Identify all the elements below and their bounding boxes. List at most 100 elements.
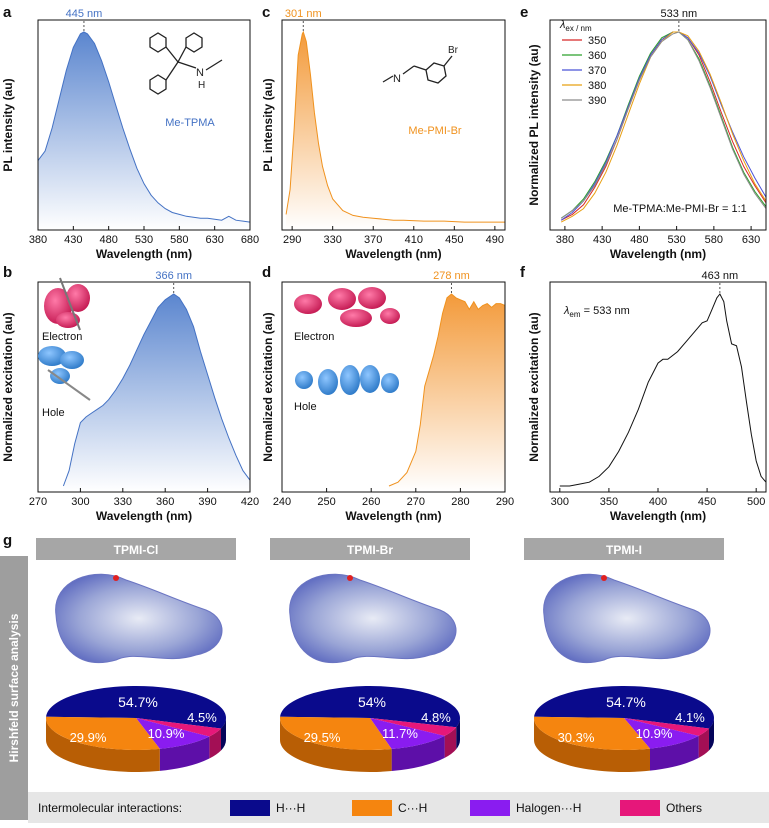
panel-letter-c: c xyxy=(262,4,270,21)
plot-frame-d xyxy=(281,281,506,493)
x-tick-label-d-280: 280 xyxy=(451,496,469,508)
y-axis-label-d: Normalized excitation (au) xyxy=(261,312,275,461)
x-tick-label-a-380: 380 xyxy=(29,234,47,246)
legend-title-g: Intermolecular interactions: xyxy=(38,801,182,815)
y-axis-label-b: Normalized excitation (au) xyxy=(1,312,15,461)
hirshfeld-contact-spot-1 xyxy=(347,575,353,581)
legend-title-text: ex / nm xyxy=(565,24,592,33)
legend-label-g-1: C···H xyxy=(398,801,427,815)
area-line-b xyxy=(62,293,251,487)
peak-label-a: 445 nm xyxy=(66,8,103,20)
pie-label-others-0: 4.5% xyxy=(187,710,217,725)
panel-letter-e: e xyxy=(520,4,528,21)
legend-title-symbol: λ xyxy=(559,19,565,31)
hirshfeld-title-1: TPMI-Br xyxy=(347,543,393,557)
y-axis-label-a: PL intensity (au) xyxy=(1,78,15,171)
x-tick-label-b-330: 330 xyxy=(114,496,132,508)
plot-frame-e xyxy=(549,19,767,231)
peak-label-b: 366 nm xyxy=(155,270,192,282)
pie-label-xh-2: 10.9% xyxy=(636,726,673,741)
annotation-f-symbol: λ xyxy=(563,305,569,317)
pie-label-ch-1: 29.5% xyxy=(304,730,341,745)
x-tick-label-e-580: 580 xyxy=(705,234,723,246)
area-line-a xyxy=(37,31,251,223)
electron-orbital-image-d xyxy=(294,287,400,327)
pie-label-ch-0: 29.9% xyxy=(70,730,107,745)
hirshfeld-title-0: TPMI-Cl xyxy=(114,543,159,557)
pie-slice-0-others xyxy=(136,718,221,737)
me-tpma-structure-h-text: H xyxy=(198,80,205,91)
x-tick-label-c-290: 290 xyxy=(283,234,301,246)
me-pmi-br-structure-br-text: Br xyxy=(448,45,459,56)
panel-letter-b: b xyxy=(3,264,12,281)
peak-label-c: 301 nm xyxy=(285,8,322,20)
area-fill-b xyxy=(63,294,251,492)
legend-label-g-0: H···H xyxy=(276,801,305,815)
area-fill-d xyxy=(389,294,505,492)
x-axis-label-a: Wavelength (nm) xyxy=(96,247,192,261)
x-axis-label-d: Wavelength (nm) xyxy=(345,509,441,523)
x-tick-label-c-490: 490 xyxy=(486,234,504,246)
annotation-e: Me-TPMA:Me-PMI-Br = 1:1 xyxy=(613,203,747,215)
x-tick-label-b-360: 360 xyxy=(156,496,174,508)
x-tick-label-a-630: 630 xyxy=(205,234,223,246)
pie-side-2-hh xyxy=(708,718,714,751)
x-tick-label-f-450: 450 xyxy=(698,496,716,508)
me-tpma-structure-image xyxy=(149,32,223,95)
x-axis-label-c: Wavelength (nm) xyxy=(345,247,441,261)
x-tick-label-d-240: 240 xyxy=(273,496,291,508)
legend-label-g-2: Halogen···H xyxy=(516,801,581,815)
x-tick-label-c-410: 410 xyxy=(405,234,423,246)
y-axis-label-c: PL intensity (au) xyxy=(261,78,275,171)
x-tick-label-c-330: 330 xyxy=(324,234,342,246)
pie-slice-1-ch xyxy=(279,716,392,750)
pie-slice-1-hh xyxy=(280,686,460,728)
legend-title-e: λex / nm xyxy=(559,19,592,33)
pie-side-1-hh xyxy=(456,718,460,750)
pie-label-hh-0: 54.7% xyxy=(118,694,158,710)
panel-letter-g: g xyxy=(3,532,12,549)
hole-orbital-image-b xyxy=(38,346,91,401)
x-tick-label-e-530: 530 xyxy=(667,234,685,246)
pie-slice-1-others xyxy=(370,718,457,736)
x-tick-label-f-500: 500 xyxy=(747,496,765,508)
area-fill-c xyxy=(286,32,505,230)
me-pmi-br-structure-image xyxy=(382,55,453,84)
x-tick-label-a-430: 430 xyxy=(64,234,82,246)
pie-label-ch-2: 30.3% xyxy=(558,730,595,745)
pie-side-2-others xyxy=(698,728,709,758)
chart-f-normalized-excitation: 300 350 400 450 500 Wavelength (nm) Normalized… xyxy=(527,270,767,523)
hirshfeld-side-bar xyxy=(0,556,28,820)
pie-side-2-xh xyxy=(649,735,699,771)
hirshfeld-title-bar-2 xyxy=(524,538,724,560)
electron-label-d: Electron xyxy=(294,331,334,343)
electron-label-b: Electron xyxy=(42,331,82,343)
chart-e-normalized-pl: 380 430 480 530 580 630 Wavelength (nm) Normali… xyxy=(527,8,767,261)
me-pmi-br-structure-n-text: N xyxy=(393,73,401,85)
me-tpma-structure-nh-text: N xyxy=(196,67,204,79)
x-tick-label-e-380: 380 xyxy=(556,234,574,246)
x-tick-label-e-630: 630 xyxy=(742,234,760,246)
x-tick-label-f-400: 400 xyxy=(649,496,667,508)
pie-slice-2-ch xyxy=(534,716,650,750)
legend-label-g-3: Others xyxy=(666,801,702,815)
plot-frame-b xyxy=(37,281,251,493)
x-axis-label-e: Wavelength (nm) xyxy=(610,247,706,261)
x-tick-label-e-480: 480 xyxy=(630,234,648,246)
annotation-f-value: = 533 nm xyxy=(581,305,630,317)
x-tick-label-c-370: 370 xyxy=(364,234,382,246)
compound-label-a: Me-TPMA xyxy=(165,117,215,129)
x-tick-label-b-300: 300 xyxy=(71,496,89,508)
x-tick-label-d-260: 260 xyxy=(362,496,380,508)
legend-label-350: 350 xyxy=(588,35,606,47)
pie-slice-0-hh xyxy=(46,685,227,729)
legend-label-390: 390 xyxy=(588,95,606,107)
x-tick-label-a-530: 530 xyxy=(135,234,153,246)
series-line-e-390 xyxy=(560,31,767,219)
chart-c-pl-me-pmi-br: 290 330 370 410 450 490 Wavelength (nm) PL inte… xyxy=(261,8,506,261)
pie-side-1-others xyxy=(444,727,457,758)
hole-orbital-image-d xyxy=(295,365,399,395)
panel-letter-a: a xyxy=(3,4,12,21)
pie-side-0-others xyxy=(209,728,221,759)
